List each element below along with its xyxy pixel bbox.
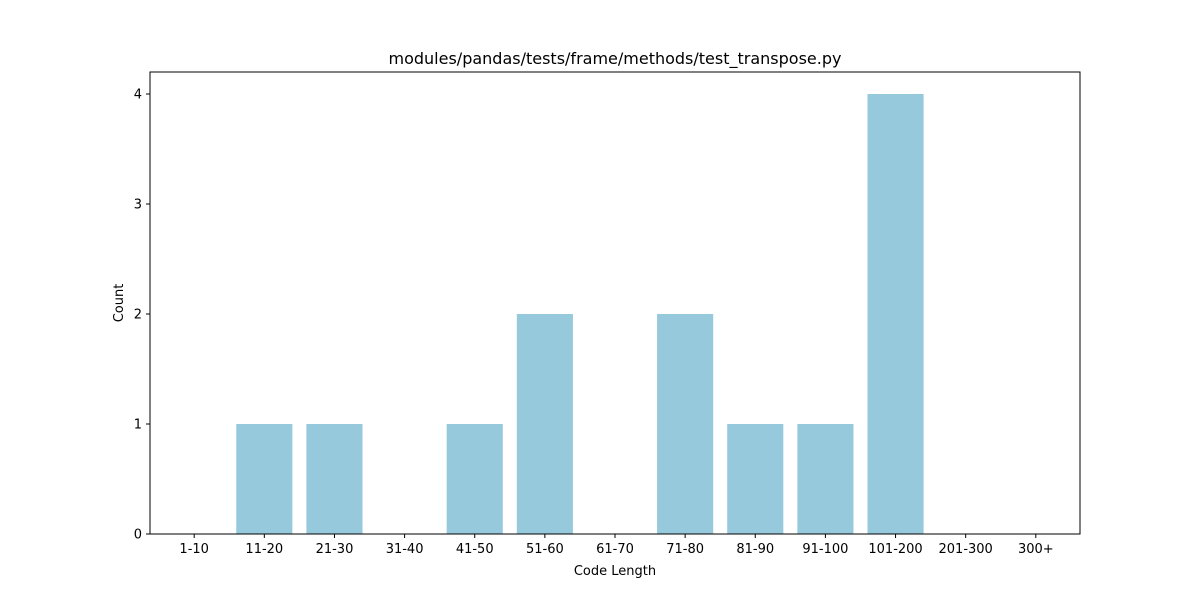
y-axis-ticks: 0 1 2 3 4 [134,88,150,543]
x-tick-label: 81-90 [736,542,774,557]
x-axis-ticks: 1-10 11-20 21-30 31-40 41-50 51-60 61-70 71-80 8… [179,534,1054,557]
y-tick-label: 1 [134,418,142,433]
bar-11-20 [236,424,293,534]
x-tick-label: 101-200 [868,542,922,557]
x-tick-label: 61-70 [596,542,634,557]
bar-101-200 [867,94,924,534]
x-tick-label: 71-80 [666,542,704,557]
y-axis-label: Count [112,284,127,323]
x-tick-label: 1-10 [179,542,209,557]
bars-group [236,94,924,534]
bar-91-100 [797,424,854,534]
x-tick-label: 201-300 [939,542,993,557]
bar-81-90 [727,424,784,534]
x-tick-label: 41-50 [456,542,494,557]
y-tick-label: 2 [134,308,142,323]
bar-41-50 [446,424,503,534]
x-tick-label: 300+ [1018,542,1054,557]
bar-51-60 [516,314,573,534]
x-axis-label: Code Length [574,564,656,579]
x-tick-label: 31-40 [386,542,424,557]
x-tick-label: 11-20 [245,542,283,557]
bar-21-30 [306,424,363,534]
bar-71-80 [657,314,714,534]
x-tick-label: 91-100 [802,542,848,557]
y-tick-label: 0 [134,528,142,543]
x-tick-label: 21-30 [316,542,354,557]
y-tick-label: 4 [134,88,142,103]
chart-title: modules/pandas/tests/frame/methods/test_… [389,49,842,69]
y-tick-label: 3 [134,198,142,213]
x-tick-label: 51-60 [526,542,564,557]
